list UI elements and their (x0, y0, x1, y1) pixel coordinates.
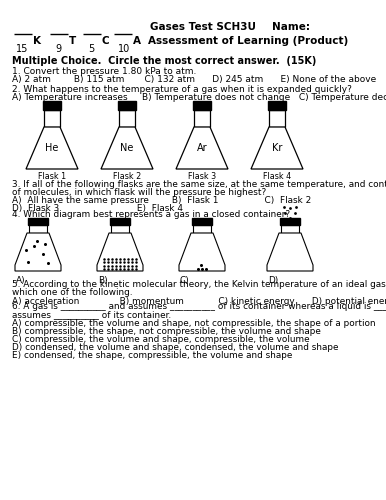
Bar (193, 101, 211, 110)
Text: B) compressible, the shape, not compressible, the volume and shape: B) compressible, the shape, not compress… (12, 327, 321, 336)
Text: Flask 4: Flask 4 (263, 172, 291, 181)
Text: Flask 3: Flask 3 (188, 172, 216, 181)
Text: K: K (33, 36, 41, 46)
Polygon shape (251, 127, 303, 169)
Text: Name:: Name: (272, 22, 310, 32)
Text: Assessment of Learning (Product): Assessment of Learning (Product) (148, 36, 348, 46)
Text: Flask 2: Flask 2 (113, 172, 141, 181)
Text: A) 2 atm        B) 115 atm       C) 132 atm      D) 245 atm      E) None of the : A) 2 atm B) 115 atm C) 132 atm D) 245 at… (12, 75, 376, 84)
Text: of molecules, in which flask will the pressure be highest?: of molecules, in which flask will the pr… (12, 188, 266, 197)
Text: 9: 9 (55, 44, 61, 54)
Text: A)  All have the same pressure        B)  Flask 1                C)  Flask 2: A) All have the same pressure B) Flask 1… (12, 196, 311, 205)
Bar (44, 110, 60, 127)
Text: Ne: Ne (120, 143, 134, 153)
Text: T: T (69, 36, 76, 46)
Bar (280, 218, 300, 225)
Text: 10: 10 (118, 44, 130, 54)
Text: 1. Convert the pressure 1.80 kPa to atm.: 1. Convert the pressure 1.80 kPa to atm. (12, 67, 196, 76)
Text: A): A) (16, 276, 25, 285)
Bar (193, 225, 211, 233)
Bar (111, 225, 129, 233)
Text: A) compressible, the volume and shape, not compressible, the shape of a portion: A) compressible, the volume and shape, n… (12, 319, 376, 328)
Polygon shape (267, 233, 313, 271)
Text: C) compressible, the volume and shape, compressible, the volume: C) compressible, the volume and shape, c… (12, 335, 310, 344)
Bar (192, 218, 212, 225)
Text: D)  Flask 3                           E)  Flask 4: D) Flask 3 E) Flask 4 (12, 204, 183, 213)
Bar (28, 218, 48, 225)
Text: 6. A gas is __________ and assumes __________ of its container whereas a liquid : 6. A gas is __________ and assumes _____… (12, 302, 386, 311)
Text: D): D) (268, 276, 278, 285)
Bar (110, 218, 130, 225)
Text: A) Temperature increases     B) Temperature does not change   C) Temperature dec: A) Temperature increases B) Temperature … (12, 93, 386, 102)
Polygon shape (15, 233, 61, 271)
Text: assumes __________ of its container.: assumes __________ of its container. (12, 310, 171, 319)
Polygon shape (97, 233, 143, 271)
Bar (194, 110, 210, 127)
Text: Ar: Ar (197, 143, 207, 153)
Polygon shape (176, 127, 228, 169)
Bar (269, 110, 285, 127)
Text: which one of the following.: which one of the following. (12, 288, 132, 297)
Text: C: C (102, 36, 110, 46)
Text: E) condensed, the shape, compressible, the volume and shape: E) condensed, the shape, compressible, t… (12, 351, 292, 360)
Text: 5. According to the kinetic molecular theory, the Kelvin temperature of an ideal: 5. According to the kinetic molecular th… (12, 280, 386, 289)
Bar (268, 101, 286, 110)
Text: 2. What happens to the temperature of a gas when it is expanded quickly?: 2. What happens to the temperature of a … (12, 85, 352, 94)
Text: Gases Test SCH3U: Gases Test SCH3U (150, 22, 256, 32)
Bar (281, 225, 299, 233)
Text: 5: 5 (88, 44, 94, 54)
Text: A: A (133, 36, 141, 46)
Text: 3. If all of the following flasks are the same size, at the same temperature, an: 3. If all of the following flasks are th… (12, 180, 386, 189)
Bar (43, 101, 61, 110)
Text: Kr: Kr (272, 143, 282, 153)
Text: Multiple Choice.  Circle the most correct answer.  (15K): Multiple Choice. Circle the most correct… (12, 56, 317, 66)
Text: C): C) (180, 276, 190, 285)
Text: Flask 1: Flask 1 (38, 172, 66, 181)
Text: D) condensed, the volume and shape, condensed, the volume and shape: D) condensed, the volume and shape, cond… (12, 343, 339, 352)
Text: 4. Which diagram best represents a gas in a closed container?: 4. Which diagram best represents a gas i… (12, 210, 290, 219)
Polygon shape (26, 127, 78, 169)
Bar (119, 110, 135, 127)
Polygon shape (179, 233, 225, 271)
Text: 15: 15 (16, 44, 29, 54)
Polygon shape (101, 127, 153, 169)
Text: A) acceleration              B) momentum            C) kinetic energy      D) po: A) acceleration B) momentum C) kinetic e… (12, 297, 386, 306)
Text: He: He (45, 143, 59, 153)
Bar (29, 225, 47, 233)
Text: B): B) (98, 276, 108, 285)
Bar (118, 101, 136, 110)
